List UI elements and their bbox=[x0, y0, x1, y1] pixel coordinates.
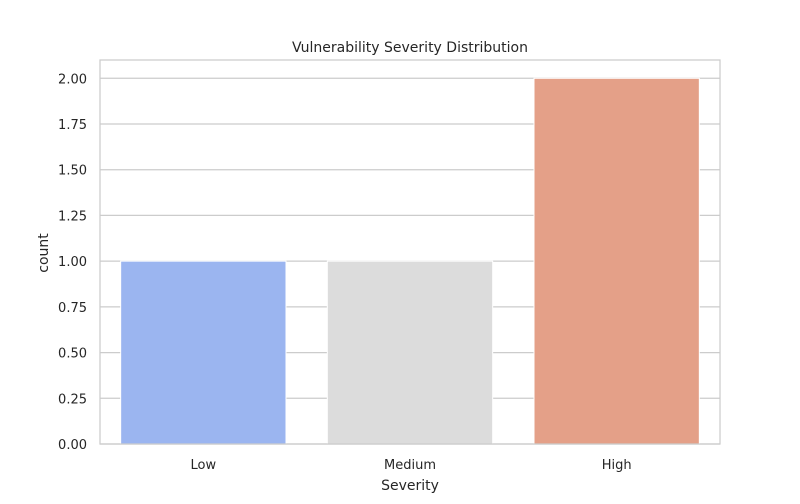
x-tick-label: Medium bbox=[384, 458, 436, 473]
y-tick-label: 1.00 bbox=[58, 255, 87, 270]
y-tick-labels: 0.00 0.25 0.50 0.75 1.00 1.25 1.50 1.75 2.00 bbox=[58, 72, 87, 453]
y-tick-label: 0.25 bbox=[58, 392, 87, 407]
y-axis-label: count bbox=[36, 233, 52, 273]
x-tick-labels: Low Medium High bbox=[191, 458, 632, 473]
bar-low bbox=[120, 260, 287, 445]
y-tick-label: 1.50 bbox=[58, 164, 87, 179]
chart-title: Vulnerability Severity Distribution bbox=[292, 40, 528, 56]
y-tick-label: 0.00 bbox=[58, 438, 87, 453]
bars-layer bbox=[120, 77, 700, 445]
x-tick-label: High bbox=[602, 458, 632, 473]
y-tick-label: 1.75 bbox=[58, 118, 87, 133]
y-tick-label: 2.00 bbox=[58, 72, 87, 87]
x-axis-label: Severity bbox=[381, 478, 439, 494]
y-tick-label: 1.25 bbox=[58, 209, 87, 224]
bar-medium bbox=[326, 260, 494, 445]
plot-frame bbox=[99, 59, 721, 445]
x-tick-label: Low bbox=[191, 458, 217, 473]
y-tick-label: 0.75 bbox=[58, 301, 87, 316]
bar-high bbox=[533, 77, 700, 445]
y-tick-label: 0.50 bbox=[58, 347, 87, 362]
